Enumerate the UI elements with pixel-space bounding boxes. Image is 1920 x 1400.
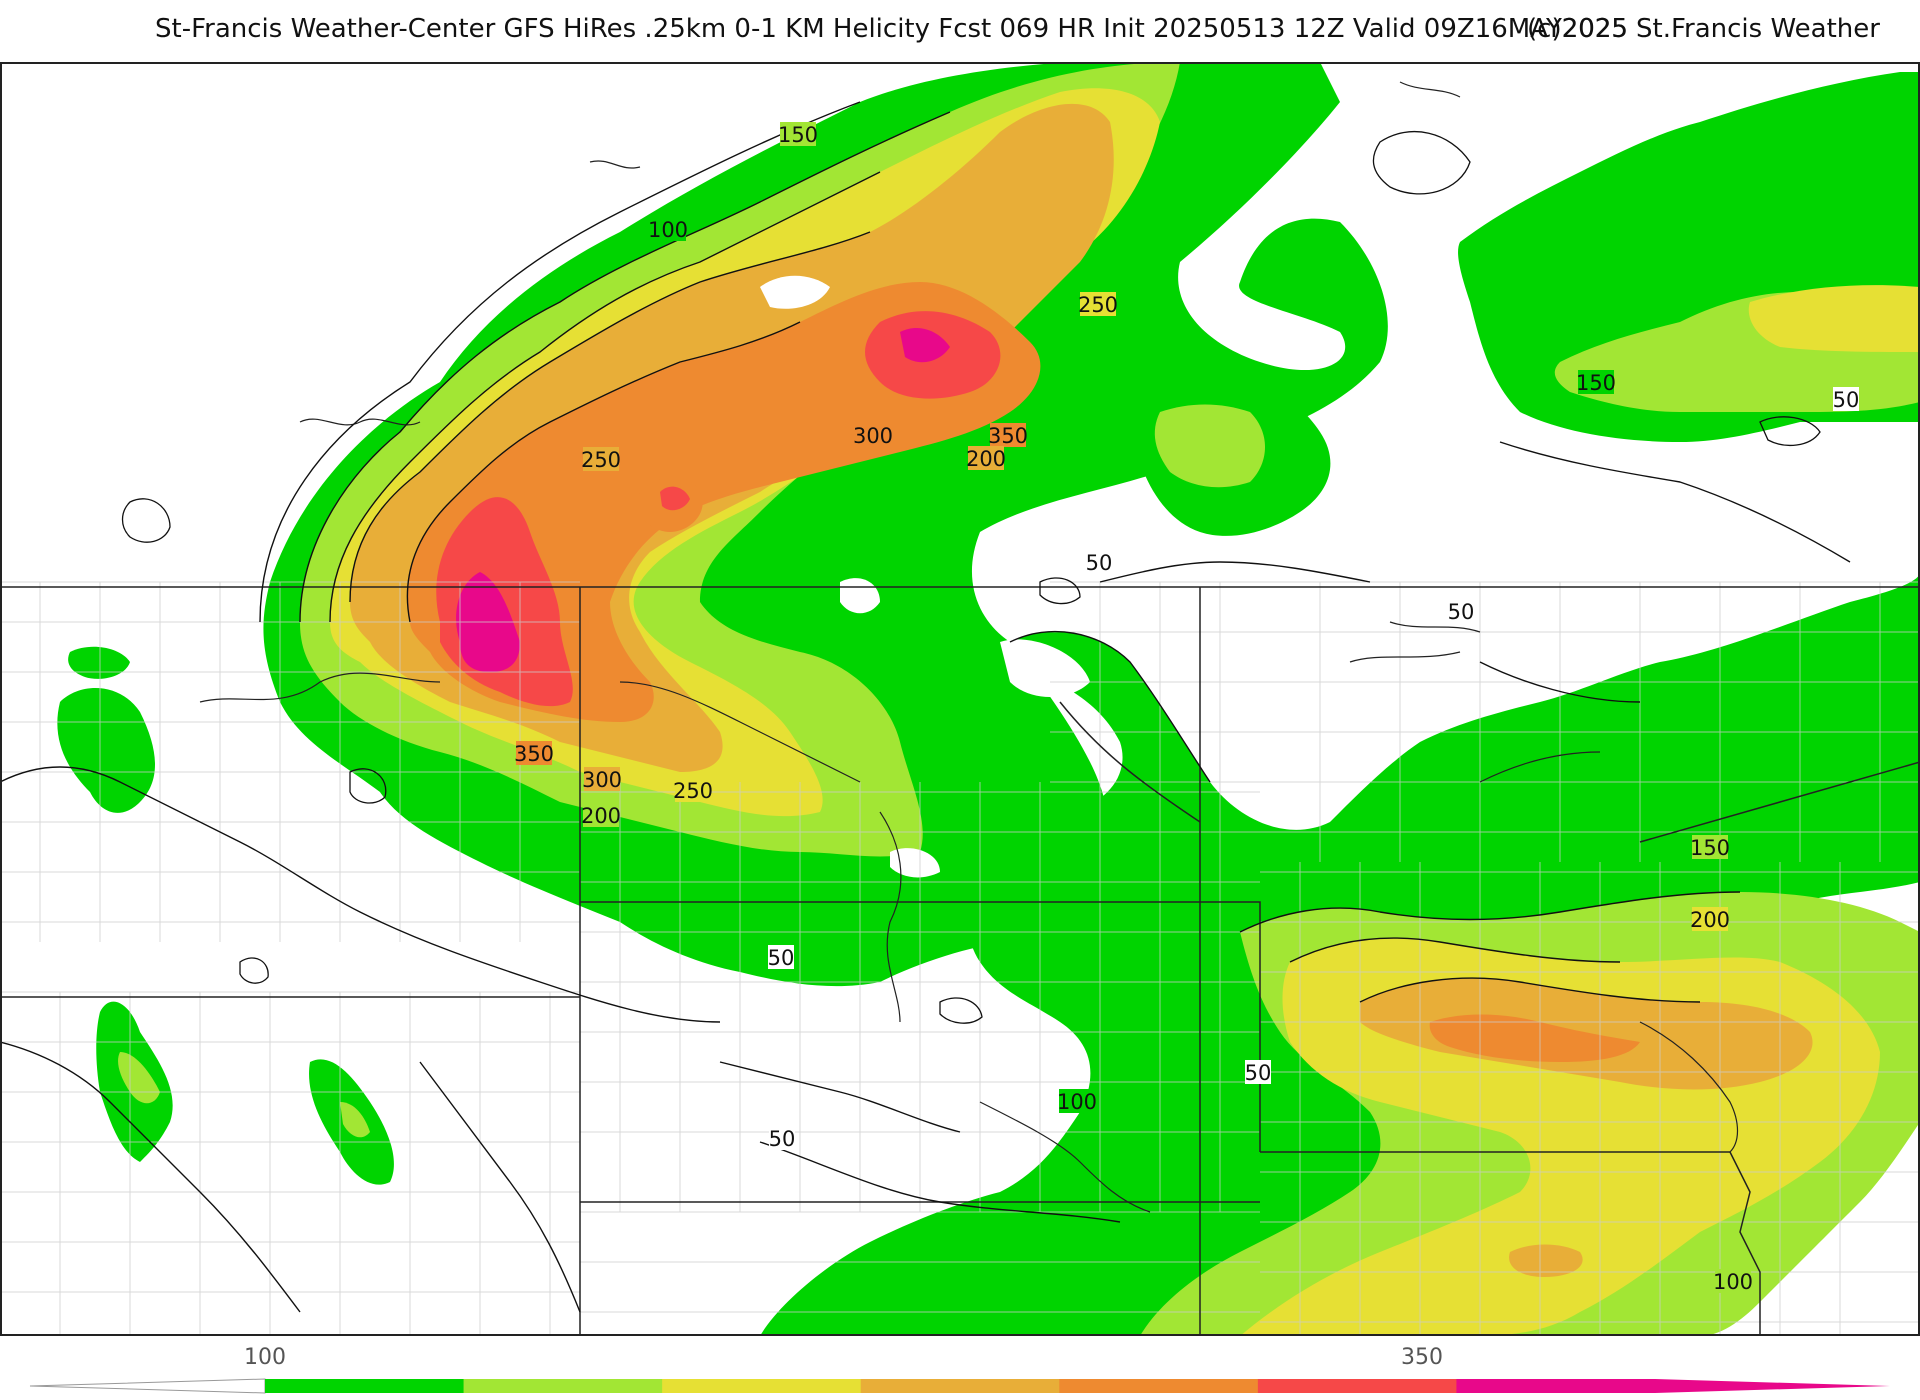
helicity-fill-300-nw [407, 282, 1041, 722]
contour-labels: 150 100 250 250 300 350 200 50 150 50 50… [514, 122, 1859, 1294]
contour-label: 100 [648, 218, 688, 242]
contour-label: 50 [1833, 388, 1860, 412]
contour-label: 350 [514, 742, 554, 766]
colorbar-min-arrow [29, 1378, 266, 1394]
helicity-fill-350-blob [660, 486, 690, 511]
contour-label: 50 [1245, 1061, 1272, 1085]
contour-label: 200 [966, 447, 1006, 471]
contour-label: 200 [581, 804, 621, 828]
colorbar-segment [1059, 1379, 1259, 1393]
colorbar-segment [860, 1379, 1060, 1393]
helicity-fill-400-nw [456, 327, 950, 672]
helicity-map: 150 100 250 250 300 350 200 50 150 50 50… [0, 62, 1920, 1336]
contour-label: 150 [778, 123, 818, 147]
colorbar-max-arrow [1655, 1379, 1890, 1393]
contour-label: 250 [581, 448, 621, 472]
helicity-fill-200-ne [1748, 285, 1920, 352]
helicity-fill-100-sw1 [57, 688, 156, 813]
helicity-fill-150-mid [1154, 404, 1265, 488]
contour-label: 250 [673, 779, 713, 803]
colorbar-segment [1456, 1379, 1656, 1393]
helicity-hole-3 [1000, 639, 1090, 697]
copyright-text: (c)2025 St.Francis Weather [1527, 14, 1880, 44]
contour-label: 100 [1057, 1090, 1097, 1114]
contour-label: 50 [769, 1127, 796, 1151]
contour-label: 50 [768, 946, 795, 970]
colorbar-segments [265, 1379, 1656, 1393]
water-features [199, 81, 1739, 1213]
helicity-fill-250-southblob [1509, 1244, 1583, 1277]
contour-label: 250 [1078, 293, 1118, 317]
contour-label: 100 [1713, 1270, 1753, 1294]
colorbar-segment [265, 1379, 465, 1393]
low-helicity-loops [121, 130, 1821, 1024]
map-title: St-Francis Weather-Center GFS HiRes .25k… [0, 14, 1920, 54]
helicity-hole-1 [760, 275, 830, 309]
contour-label: 50 [1448, 600, 1475, 624]
contour-label: 200 [1690, 908, 1730, 932]
colorbar-segment [662, 1379, 862, 1393]
map-frame [0, 62, 1920, 1336]
colorbar-segment [1257, 1379, 1457, 1393]
colorbar-label-100: 100 [244, 1345, 286, 1370]
contour-label: 350 [988, 424, 1028, 448]
contour-label: 300 [582, 768, 622, 792]
colorbar-label-350: 350 [1401, 1345, 1443, 1370]
helicity-fill-150-sw3 [118, 1052, 160, 1104]
contour-label: 50 [1086, 551, 1113, 575]
colorbar: 100 350 [29, 1345, 1890, 1394]
helicity-contours [0, 101, 1851, 1313]
helicity-hole-4 [890, 848, 940, 878]
helicity-fill-300-central [1429, 1014, 1640, 1062]
contour-label: 300 [853, 424, 893, 448]
colorbar-segment [463, 1379, 663, 1393]
title-text: St-Francis Weather-Center GFS HiRes .25k… [155, 14, 1629, 44]
county-lines [0, 581, 1920, 1336]
helicity-fill-200-sw4 [340, 1102, 370, 1138]
helicity-fill-100-sw2 [68, 646, 130, 679]
contour-label: 150 [1690, 836, 1730, 860]
contour-label: 150 [1576, 371, 1616, 395]
